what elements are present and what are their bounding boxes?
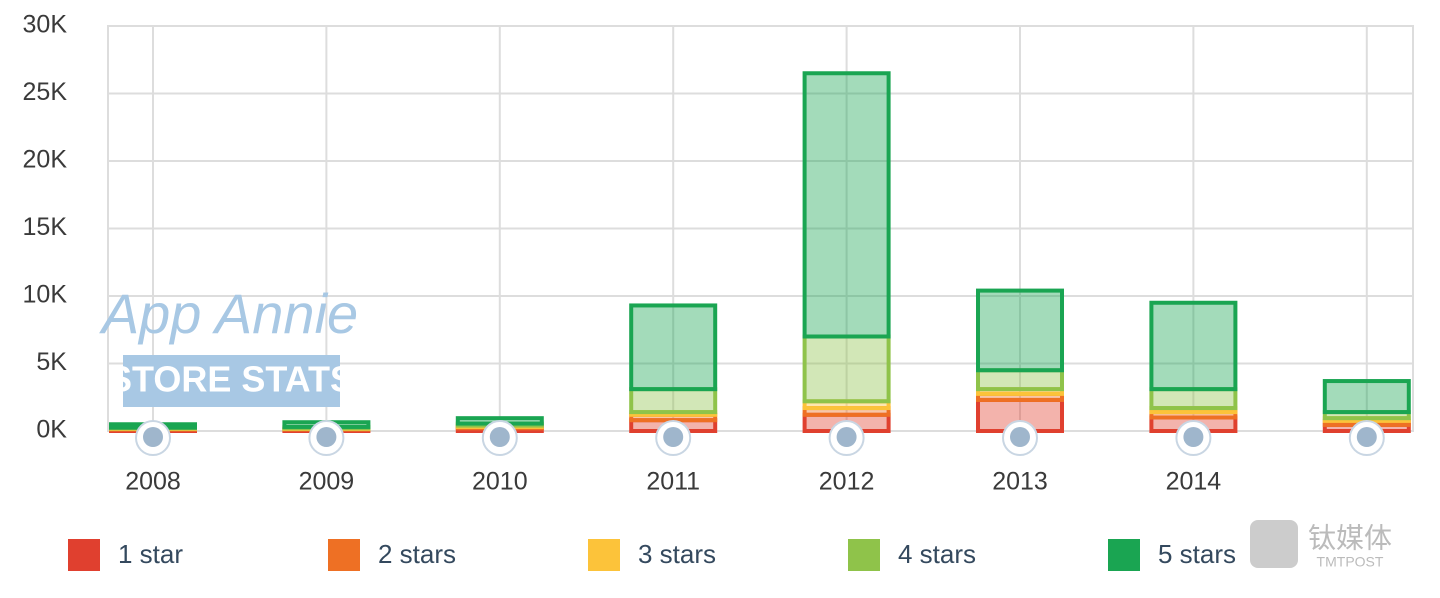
- y-tick-label: 25K: [23, 78, 68, 106]
- comment-icon-inner: [836, 427, 857, 447]
- comment-icon-inner: [316, 427, 337, 447]
- legend-label: 1 star: [118, 539, 183, 569]
- x-tick-label: 2011: [646, 468, 700, 496]
- comment-icon-inner: [1010, 427, 1030, 447]
- bar-segment: [1322, 379, 1411, 415]
- legend-label: 4 stars: [898, 539, 976, 569]
- legend-label: 2 stars: [378, 539, 456, 569]
- bar-segment: [976, 288, 1064, 373]
- comment-icon-inner: [143, 427, 163, 447]
- bar-segment: [976, 368, 1064, 392]
- bar-segment: [629, 387, 718, 415]
- x-tick-label: 2013: [992, 468, 1048, 496]
- comment-icon-inner: [489, 427, 510, 447]
- bar-segment: [1149, 387, 1238, 411]
- y-tick-label: 15K: [23, 213, 68, 241]
- watermark-text: 钛媒体: [1308, 522, 1392, 553]
- bar-segment: [802, 334, 891, 404]
- watermark-text: App Annie: [99, 282, 358, 345]
- y-tick-label: 0K: [36, 416, 67, 444]
- legend-swatch: [68, 539, 100, 571]
- x-tick-label: 2008: [125, 468, 181, 496]
- watermark-text: TMTPOST: [1317, 554, 1384, 570]
- bar-segment: [802, 71, 891, 339]
- bar-segment: [629, 303, 718, 392]
- legend-label: 3 stars: [638, 539, 716, 569]
- x-tick-label: 2014: [1166, 468, 1222, 496]
- legend-swatch: [588, 539, 620, 571]
- watermark-box: [123, 355, 340, 407]
- x-tick-label: 2009: [299, 468, 355, 496]
- bar-segment: [1149, 300, 1238, 392]
- x-tick-label: 2012: [819, 468, 875, 496]
- y-tick-label: 10K: [23, 281, 68, 309]
- y-tick-label: 5K: [36, 348, 67, 376]
- y-tick-label: 30K: [23, 11, 68, 39]
- legend-label: 5 stars: [1158, 539, 1236, 569]
- comment-icon-inner: [1183, 427, 1204, 447]
- watermark-text: STORE STATS: [108, 359, 354, 400]
- watermark: App Annie STORE STATS 钛媒体 TMTPOST: [99, 282, 1392, 570]
- y-tick-label: 20K: [23, 146, 68, 174]
- legend-swatch: [328, 539, 360, 571]
- legend-swatch: [1108, 539, 1140, 571]
- x-tick-label: 2010: [472, 468, 528, 496]
- comment-icon-inner: [663, 427, 684, 447]
- comment-icon-inner: [1356, 427, 1377, 447]
- legend-swatch: [848, 539, 880, 571]
- watermark-logo: [1250, 520, 1298, 568]
